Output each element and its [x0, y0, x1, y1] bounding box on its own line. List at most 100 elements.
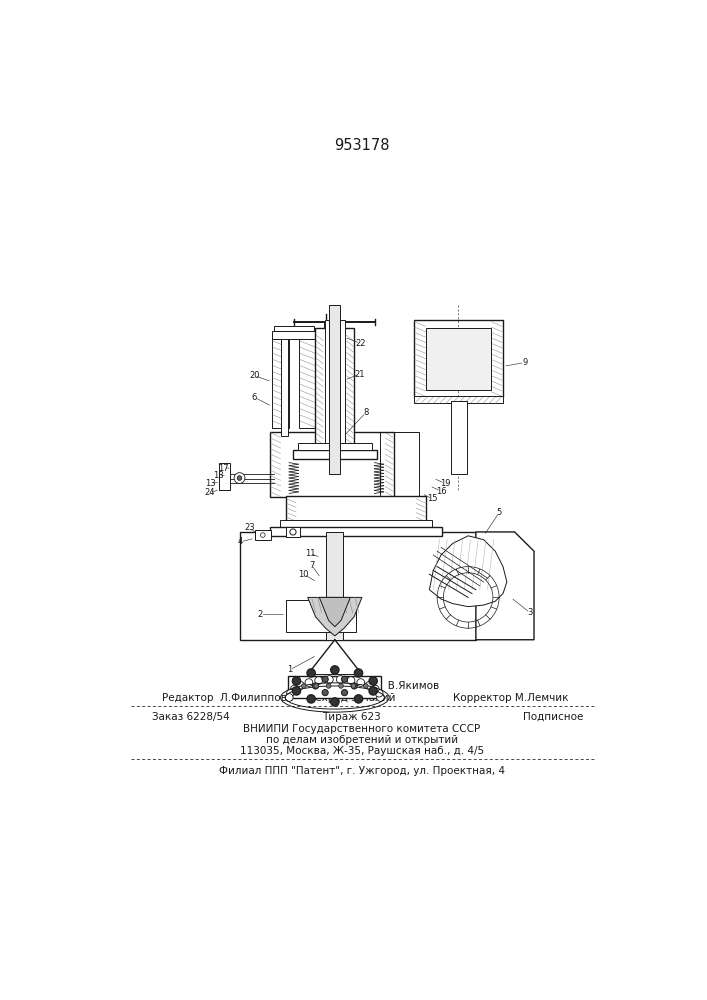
Text: Тираж 623: Тираж 623 [322, 712, 381, 722]
Text: 15: 15 [427, 494, 438, 503]
Circle shape [369, 677, 378, 685]
Bar [324, 322, 343, 328]
Circle shape [375, 689, 383, 697]
Circle shape [260, 533, 265, 537]
Circle shape [286, 694, 293, 701]
Circle shape [331, 666, 339, 674]
Bar [414, 396, 503, 403]
Text: Редактор  Л.Филиппова: Редактор Л.Филиппова [162, 693, 293, 703]
Text: Подписное: Подписное [523, 712, 583, 722]
Circle shape [337, 676, 344, 683]
Text: 11: 11 [305, 549, 315, 558]
Text: 22: 22 [355, 339, 366, 348]
Circle shape [351, 684, 356, 688]
Text: по делам изобретений и открытий: по делам изобретений и открытий [266, 735, 458, 745]
Text: 9: 9 [522, 358, 527, 367]
Bar [274, 326, 314, 331]
Polygon shape [476, 532, 534, 640]
Text: 23: 23 [244, 523, 255, 532]
Circle shape [291, 685, 298, 693]
Circle shape [305, 679, 312, 686]
Bar [272, 331, 316, 339]
Bar [451, 401, 467, 474]
Circle shape [351, 683, 357, 689]
Text: Заказ 6228/54: Заказ 6228/54 [152, 712, 230, 722]
Circle shape [331, 698, 339, 706]
Text: 5: 5 [496, 508, 502, 517]
Bar [315, 328, 354, 451]
Circle shape [322, 676, 328, 682]
Bar [325, 320, 345, 459]
Circle shape [314, 684, 319, 688]
Circle shape [312, 683, 319, 689]
Circle shape [347, 677, 355, 684]
Circle shape [363, 684, 368, 688]
Circle shape [371, 685, 379, 693]
Bar [240, 532, 476, 640]
Circle shape [341, 690, 348, 696]
Polygon shape [429, 536, 507, 607]
Circle shape [290, 529, 296, 535]
Circle shape [292, 687, 300, 695]
Bar [293, 450, 377, 459]
Bar [270, 527, 442, 536]
Polygon shape [320, 597, 351, 627]
Text: 13: 13 [206, 479, 216, 488]
Circle shape [307, 669, 315, 677]
Circle shape [377, 694, 385, 701]
Bar [426, 328, 491, 389]
Text: 24: 24 [204, 488, 214, 497]
Text: 21: 21 [354, 370, 365, 379]
Text: 2: 2 [258, 610, 263, 619]
Bar [288, 676, 381, 698]
Circle shape [292, 677, 300, 685]
Bar [327, 532, 344, 640]
Text: ВНИИПИ Государственного комитета СССР: ВНИИПИ Государственного комитета СССР [243, 724, 481, 734]
Bar [414, 320, 503, 397]
Circle shape [354, 669, 363, 677]
Circle shape [339, 684, 344, 688]
Bar [270, 432, 394, 497]
Circle shape [297, 682, 305, 689]
Bar [322, 328, 345, 337]
Circle shape [286, 689, 294, 697]
Circle shape [237, 476, 242, 480]
Text: Филиал ППП "Патент", г. Ужгород, ул. Проектная, 4: Филиал ППП "Патент", г. Ужгород, ул. Про… [219, 766, 505, 776]
Circle shape [325, 676, 333, 683]
Text: 18: 18 [214, 471, 224, 480]
Text: 4: 4 [238, 537, 243, 546]
Bar [286, 496, 426, 522]
Bar [329, 305, 340, 474]
Circle shape [234, 473, 245, 483]
Circle shape [341, 676, 348, 682]
Text: Корректор М.Лемчик: Корректор М.Лемчик [453, 693, 569, 703]
Bar [281, 337, 288, 436]
Text: 1: 1 [287, 665, 293, 674]
Polygon shape [308, 597, 362, 636]
Text: 16: 16 [436, 487, 446, 496]
Text: 953178: 953178 [334, 138, 390, 153]
Bar [299, 337, 316, 428]
Text: 113035, Москва, Ж-35, Раушская наб., д. 4/5: 113035, Москва, Ж-35, Раушская наб., д. … [240, 746, 484, 756]
Text: 17: 17 [218, 464, 228, 473]
Bar [298, 443, 372, 450]
Circle shape [301, 684, 306, 688]
Circle shape [369, 687, 378, 695]
Bar [218, 463, 230, 490]
Text: 8: 8 [363, 408, 368, 417]
Circle shape [315, 677, 322, 684]
Circle shape [327, 684, 331, 688]
Text: Техред З.Палий: Техред З.Палий [309, 693, 395, 703]
Text: 7: 7 [309, 561, 315, 570]
Text: Составитель  В.Якимов: Составитель В.Якимов [311, 681, 439, 691]
Circle shape [354, 695, 363, 703]
Bar [280, 520, 432, 528]
Text: 19: 19 [440, 479, 450, 488]
Text: 3: 3 [527, 608, 533, 617]
Bar [286, 527, 300, 537]
Circle shape [307, 695, 315, 703]
Bar [272, 337, 289, 428]
Text: 20: 20 [249, 371, 259, 380]
Circle shape [357, 679, 365, 686]
Circle shape [322, 690, 328, 696]
